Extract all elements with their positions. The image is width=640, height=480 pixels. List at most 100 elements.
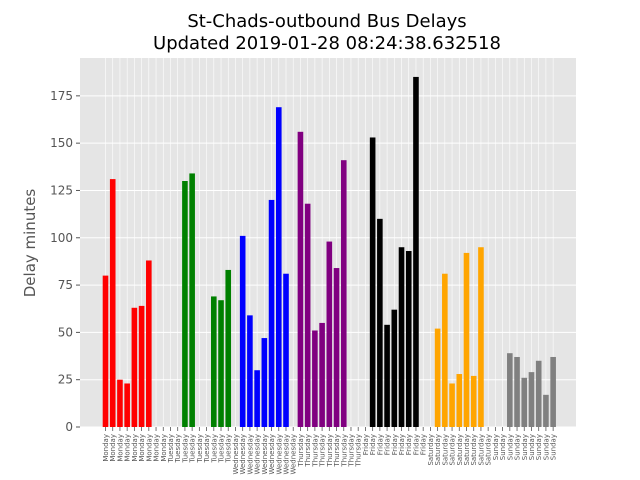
bar xyxy=(297,131,304,428)
bar xyxy=(369,137,376,427)
bar xyxy=(189,173,195,427)
x-tick-label: Thursday xyxy=(319,434,327,468)
x-tick-label: Saturday xyxy=(456,434,464,466)
x-tick-label: Wednesday xyxy=(232,434,240,475)
x-tick-label: Monday xyxy=(145,434,153,462)
bar xyxy=(146,260,152,427)
bar xyxy=(377,218,383,427)
x-tick-label: Tuesday xyxy=(181,434,189,463)
bar xyxy=(102,275,109,427)
x-tick-label: Wednesday xyxy=(239,434,247,475)
bar xyxy=(413,76,419,427)
x-tick-label: Friday xyxy=(376,434,384,455)
y-tick-label: 125 xyxy=(50,183,73,197)
x-tick-label: Sunday xyxy=(535,434,543,460)
x-tick-label: Tuesday xyxy=(203,434,211,463)
bar xyxy=(138,305,145,427)
x-tick-label: Wednesday xyxy=(261,434,269,475)
x-tick-label: Sunday xyxy=(521,434,529,460)
x-tick-label: Friday xyxy=(384,434,392,455)
y-tick-label: 75 xyxy=(58,278,73,292)
x-tick-label: Sunday xyxy=(514,434,522,460)
bar xyxy=(275,107,282,427)
x-tick-label: Monday xyxy=(116,434,124,462)
x-tick-label: Tuesday xyxy=(196,434,204,463)
bar xyxy=(211,296,217,427)
bar xyxy=(124,383,130,427)
bar xyxy=(550,356,556,427)
x-tick-label: Tuesday xyxy=(225,434,233,463)
x-tick-label: Saturday xyxy=(449,434,457,466)
x-tick-label: Thursday xyxy=(333,434,341,468)
x-tick-label: Wednesday xyxy=(254,434,262,475)
bar xyxy=(247,315,253,427)
x-tick-label: Sunday xyxy=(499,434,507,460)
x-tick-label: Sunday xyxy=(492,434,500,460)
x-tick-label: Tuesday xyxy=(218,434,226,463)
chart-title: St-Chads-outbound Bus Delays xyxy=(187,11,466,32)
x-tick-label: Saturday xyxy=(434,434,442,466)
bar xyxy=(456,374,463,427)
bar xyxy=(109,179,116,427)
x-tick-label: Friday xyxy=(420,434,428,455)
x-tick-label: Thursday xyxy=(355,434,363,468)
x-tick-label: Saturday xyxy=(477,434,485,466)
bar xyxy=(326,241,333,427)
x-tick-label: Sunday xyxy=(550,434,558,460)
bar xyxy=(261,338,268,427)
x-tick-label: Wednesday xyxy=(290,434,298,475)
x-tick-label: Monday xyxy=(131,434,139,462)
x-tick-label: Friday xyxy=(369,434,377,455)
x-tick-label: Thursday xyxy=(311,434,319,468)
bar xyxy=(131,307,138,427)
bar xyxy=(117,379,123,427)
bar xyxy=(470,375,477,427)
bar xyxy=(340,160,347,427)
bar xyxy=(535,360,542,427)
bar xyxy=(239,235,246,427)
y-tick-label: 150 xyxy=(50,136,73,150)
bar xyxy=(514,356,520,427)
bar xyxy=(182,181,188,427)
x-tick-label: Wednesday xyxy=(275,434,283,475)
x-tick-label: Monday xyxy=(138,434,146,462)
bar xyxy=(449,383,455,427)
x-tick-label: Tuesday xyxy=(210,434,218,463)
bar xyxy=(218,300,224,427)
x-tick-label: Sunday xyxy=(506,434,514,460)
bar xyxy=(333,268,340,427)
x-tick-label: Thursday xyxy=(304,434,312,468)
bar xyxy=(463,252,470,427)
bar xyxy=(543,394,549,427)
bar xyxy=(319,322,325,427)
y-tick-label: 175 xyxy=(50,89,73,103)
x-tick-label: Sunday xyxy=(542,434,550,460)
x-tick-label: Tuesday xyxy=(174,434,182,463)
x-tick-label: Monday xyxy=(124,434,132,462)
x-tick-label: Saturday xyxy=(470,434,478,466)
bar xyxy=(398,247,405,427)
x-tick-label: Saturday xyxy=(441,434,449,466)
x-tick-label: Friday xyxy=(391,434,399,455)
x-tick-label: Thursday xyxy=(347,434,355,468)
chart-subtitle: Updated 2019-01-28 08:24:38.632518 xyxy=(153,33,501,54)
x-tick-label: Monday xyxy=(102,434,110,462)
y-tick-label: 50 xyxy=(58,325,73,339)
x-tick-label: Monday xyxy=(160,434,168,462)
x-tick-label: Thursday xyxy=(340,434,348,468)
y-axis-label: Delay minutes xyxy=(21,189,39,298)
x-tick-label: Saturday xyxy=(463,434,471,466)
bar xyxy=(268,199,275,427)
bar xyxy=(405,251,412,427)
x-tick-label: Thursday xyxy=(297,434,305,468)
bar xyxy=(507,353,513,427)
bar xyxy=(283,273,289,427)
bar xyxy=(225,269,232,427)
x-tick-label: Wednesday xyxy=(246,434,254,475)
y-tick-label: 25 xyxy=(58,373,73,387)
y-tick-label: 0 xyxy=(65,420,73,434)
y-tick-label: 100 xyxy=(50,231,73,245)
x-tick-label: Saturday xyxy=(427,434,435,466)
